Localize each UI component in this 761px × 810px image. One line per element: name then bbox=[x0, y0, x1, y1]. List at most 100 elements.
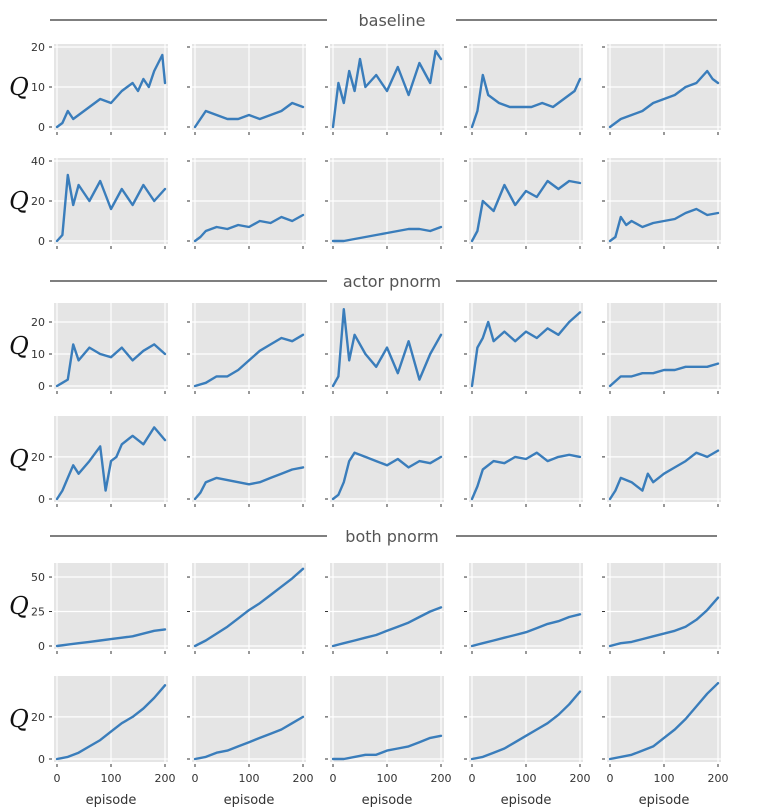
subplot-panel bbox=[602, 416, 721, 507]
x-tick-label: 200 bbox=[708, 772, 729, 785]
y-tick-label: 50 bbox=[31, 571, 45, 584]
subplot-panel bbox=[187, 303, 306, 394]
subplot-panel bbox=[325, 158, 444, 249]
series-line bbox=[608, 207, 720, 243]
subplot-panel bbox=[325, 563, 444, 654]
y-tick-label: 0 bbox=[38, 493, 45, 506]
y-tick-label: 10 bbox=[31, 81, 45, 94]
series-line bbox=[193, 466, 305, 501]
series-line bbox=[193, 101, 305, 129]
x-tick-label: 0 bbox=[607, 772, 614, 785]
y-tick-label: 20 bbox=[31, 195, 45, 208]
x-tick-label: 100 bbox=[377, 772, 398, 785]
series-line bbox=[608, 69, 720, 129]
series-line bbox=[470, 690, 582, 761]
series-line bbox=[470, 73, 582, 129]
y-axis-label: Q bbox=[9, 445, 29, 473]
series-line bbox=[608, 682, 720, 761]
x-tick-label: 100 bbox=[239, 772, 260, 785]
y-tick-label: 20 bbox=[31, 711, 45, 724]
x-axis-label: episode bbox=[224, 793, 275, 808]
subplot-panel: 0 10 20 bbox=[31, 303, 168, 394]
y-tick-label: 0 bbox=[38, 380, 45, 393]
y-axis-label: Q bbox=[9, 592, 29, 620]
series-line bbox=[331, 606, 443, 648]
subplot-panel bbox=[464, 303, 583, 394]
section-title: baseline bbox=[358, 11, 425, 30]
subplot-panel bbox=[602, 44, 721, 135]
subplot-panel: 0 100 200 episode bbox=[602, 676, 729, 808]
y-axis-label: Q bbox=[9, 332, 29, 360]
x-tick-label: 200 bbox=[293, 772, 314, 785]
subplot-panel bbox=[464, 44, 583, 135]
subplot-panel: 0 20 bbox=[31, 416, 168, 507]
subplot-panel bbox=[325, 44, 444, 135]
series-line bbox=[331, 49, 443, 129]
x-axis-label: episode bbox=[86, 793, 137, 808]
x-tick-label: 0 bbox=[469, 772, 476, 785]
subplot-panel bbox=[187, 416, 306, 507]
series-line bbox=[193, 213, 305, 243]
x-tick-label: 200 bbox=[570, 772, 591, 785]
y-tick-label: 0 bbox=[38, 640, 45, 653]
x-tick-label: 0 bbox=[192, 772, 199, 785]
series-line bbox=[55, 53, 167, 129]
series-line bbox=[470, 451, 582, 501]
x-axis-label: episode bbox=[362, 793, 413, 808]
y-tick-label: 0 bbox=[38, 121, 45, 134]
series-line bbox=[331, 308, 443, 388]
x-tick-label: 100 bbox=[654, 772, 675, 785]
series-line bbox=[55, 173, 167, 243]
subplot-panel bbox=[187, 44, 306, 135]
y-tick-label: 0 bbox=[38, 753, 45, 766]
y-tick-label: 25 bbox=[31, 606, 45, 619]
subplot-panel bbox=[325, 303, 444, 394]
subplot-panel: 0 100 200 episode bbox=[464, 676, 591, 808]
series-line bbox=[470, 179, 582, 243]
y-axis-label: Q bbox=[9, 705, 29, 733]
series-line bbox=[193, 567, 305, 648]
y-axis-label: Q bbox=[9, 187, 29, 215]
subplot-panel bbox=[464, 416, 583, 507]
subplot-panel: 0 25 50 bbox=[31, 563, 168, 654]
subplot-panel: 0 10 20 bbox=[31, 41, 168, 135]
y-tick-label: 20 bbox=[31, 41, 45, 54]
y-axis-label: Q bbox=[9, 73, 29, 101]
series-line bbox=[608, 596, 720, 648]
subplot-panel bbox=[325, 416, 444, 507]
series-line bbox=[55, 684, 167, 761]
subplot-panel bbox=[602, 563, 721, 654]
series-line bbox=[193, 715, 305, 761]
x-tick-label: 200 bbox=[155, 772, 176, 785]
x-tick-label: 0 bbox=[330, 772, 337, 785]
y-tick-label: 20 bbox=[31, 451, 45, 464]
section-title: both pnorm bbox=[345, 527, 438, 546]
y-tick-label: 0 bbox=[38, 235, 45, 248]
subplot-panel bbox=[187, 158, 306, 249]
series-line bbox=[331, 451, 443, 501]
subplot-panel: 0 20 40 bbox=[31, 155, 168, 249]
x-tick-label: 200 bbox=[431, 772, 452, 785]
y-tick-label: 20 bbox=[31, 316, 45, 329]
x-axis-label: episode bbox=[639, 793, 690, 808]
subplot-panel: 0 100 200 episode bbox=[187, 676, 314, 808]
subplot-panel bbox=[464, 563, 583, 654]
subplot-panel bbox=[187, 563, 306, 654]
section-title: actor pnorm bbox=[343, 272, 441, 291]
subplot-panel bbox=[464, 158, 583, 249]
y-tick-label: 40 bbox=[31, 155, 45, 168]
series-line bbox=[55, 426, 167, 501]
x-tick-label: 0 bbox=[54, 772, 61, 785]
series-line bbox=[55, 343, 167, 388]
subplot-panel bbox=[602, 158, 721, 249]
x-tick-label: 100 bbox=[516, 772, 537, 785]
series-line bbox=[331, 734, 443, 761]
subplot-panel: 0 100 200 episode bbox=[325, 676, 452, 808]
series-line bbox=[608, 362, 720, 388]
series-line bbox=[608, 449, 720, 501]
series-line bbox=[331, 225, 443, 243]
series-line bbox=[193, 333, 305, 388]
y-tick-label: 10 bbox=[31, 348, 45, 361]
series-line bbox=[470, 613, 582, 648]
